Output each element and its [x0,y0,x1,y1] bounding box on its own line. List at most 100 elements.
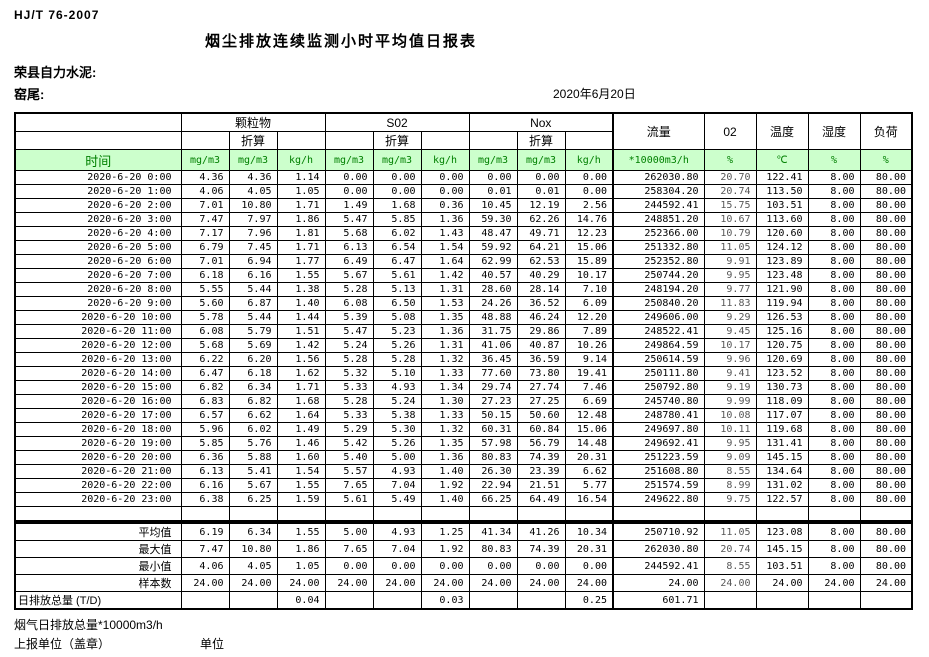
unit-cell: % [859,149,913,171]
value-cell: 1.62 [276,366,326,381]
value-cell: 10.79 [703,226,757,241]
value-cell: 80.00 [859,170,913,185]
blank-cell [755,506,809,522]
value-cell: 5.68 [180,338,230,353]
value-cell: 1.68 [276,394,326,409]
blank-cell [372,506,422,522]
value-cell: 0.00 [420,184,470,199]
value-cell: 26.30 [468,464,518,479]
value-cell: 5.85 [372,212,422,227]
value-cell: 6.18 [228,366,278,381]
value-cell: 123.52 [755,366,809,381]
time-cell: 2020-6-20 18:00 [14,422,182,437]
value-cell: 24.00 [703,574,757,592]
value-cell: 80.00 [859,436,913,451]
value-cell: 1.44 [276,310,326,325]
value-cell: 252352.80 [612,254,705,269]
value-cell: 27.74 [516,380,566,395]
value-cell [228,591,278,610]
blank-cell [807,506,861,522]
value-cell: 66.25 [468,492,518,507]
value-cell: 80.00 [859,422,913,437]
value-cell: 0.00 [324,557,374,575]
time-cell: 2020-6-20 15:00 [14,380,182,395]
value-cell: 131.02 [755,478,809,493]
value-cell: 24.00 [420,574,470,592]
value-cell: 4.36 [228,170,278,185]
value-cell: 7.10 [564,282,614,297]
time-cell: 2020-6-20 16:00 [14,394,182,409]
value-cell: 0.00 [564,557,614,575]
value-cell: 20.74 [703,184,757,199]
value-cell: 8.00 [807,366,861,381]
value-cell: 122.57 [755,492,809,507]
time-cell: 2020-6-20 14:00 [14,366,182,381]
value-cell: 5.55 [180,282,230,297]
value-cell: 8.00 [807,394,861,409]
value-cell: 4.93 [372,464,422,479]
blank-cell [468,131,518,150]
value-cell: 0.01 [468,184,518,199]
value-cell: 7.01 [180,254,230,269]
time-cell: 2020-6-20 12:00 [14,338,182,353]
value-cell: 248780.41 [612,408,705,423]
value-cell: 6.87 [228,296,278,311]
value-cell: 1.64 [276,408,326,423]
value-cell: 80.00 [859,212,913,227]
value-cell: 14.76 [564,212,614,227]
value-cell: 6.50 [372,296,422,311]
value-cell: 5.77 [564,478,614,493]
value-cell: 80.00 [859,226,913,241]
value-cell: 80.00 [859,254,913,269]
value-cell: 48.88 [468,310,518,325]
value-cell: 24.00 [228,574,278,592]
value-cell: 8.55 [703,464,757,479]
value-cell: 24.00 [276,574,326,592]
value-cell: 0.00 [324,170,374,185]
standard-code: HJ/T 76-2007 [14,8,100,22]
blank-cell [564,506,614,522]
value-cell: 7.04 [372,478,422,493]
hourly-table: 颗粒物 S02 Nox 流量 02 温度 湿度 负荷 折算 折算 折算 [14,112,913,522]
value-cell: 1.71 [276,198,326,213]
time-cell: 2020-6-20 11:00 [14,324,182,339]
value-cell: 8.00 [807,184,861,199]
value-cell: 80.00 [859,540,913,558]
table-row: 2020-6-20 8:00 5.55 5.44 1.38 5.28 5.13 1.31 28… [14,282,913,297]
value-cell: 1.55 [276,478,326,493]
value-cell: 8.00 [807,478,861,493]
value-cell: 8.55 [703,557,757,575]
value-cell: 1.55 [276,268,326,283]
value-cell: 11.05 [703,240,757,255]
value-cell: 8.00 [807,450,861,465]
table-row: 最小值 4.06 4.05 1.05 0.00 0.00 0.00 0.00 0.00 0.00 2… [14,557,913,575]
value-cell: 12.19 [516,198,566,213]
time-cell: 2020-6-20 23:00 [14,492,182,507]
value-cell: 7.65 [324,540,374,558]
value-cell: 15.89 [564,254,614,269]
value-cell: 7.89 [564,324,614,339]
value-cell: 80.00 [859,324,913,339]
value-cell: 6.38 [180,492,230,507]
summary-label-cell: 日排放总量 (T/D) [14,591,182,610]
value-cell: 46.24 [516,310,566,325]
time-cell: 2020-6-20 19:00 [14,436,182,451]
value-cell: 1.71 [276,380,326,395]
value-cell: 126.53 [755,310,809,325]
value-cell: 1.49 [324,198,374,213]
table-row: 2020-6-20 4:00 7.17 7.96 1.81 5.68 6.02 1.43 48… [14,226,913,241]
value-cell [180,591,230,610]
summary-label-cell: 平均值 [14,522,182,541]
value-cell: 1.77 [276,254,326,269]
value-cell: 15.06 [564,240,614,255]
value-cell: 5.30 [372,422,422,437]
header-row-groups: 颗粒物 S02 Nox 流量 02 温度 湿度 负荷 [14,112,913,150]
value-cell: 29.74 [468,380,518,395]
value-cell: 5.47 [324,212,374,227]
converted-label: 折算 [516,131,566,150]
value-cell: 9.96 [703,352,757,367]
value-cell: 14.48 [564,436,614,451]
value-cell: 103.51 [755,557,809,575]
value-cell: 244592.41 [612,198,705,213]
value-cell: 1.54 [276,464,326,479]
